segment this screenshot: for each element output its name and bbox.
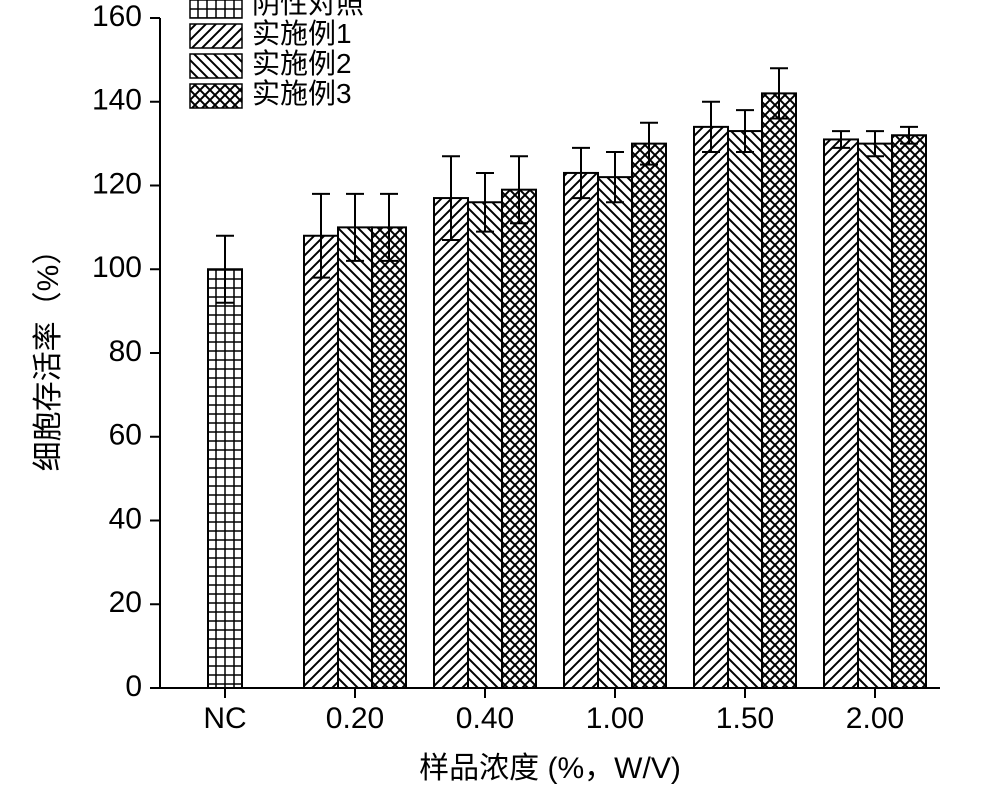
bar bbox=[824, 139, 858, 688]
bar bbox=[892, 135, 926, 688]
bar bbox=[434, 198, 468, 688]
bar bbox=[564, 173, 598, 688]
bar bbox=[632, 144, 666, 688]
x-tick-label: 1.50 bbox=[716, 702, 774, 735]
bar bbox=[598, 177, 632, 688]
x-tick-label: 0.40 bbox=[456, 702, 514, 735]
y-tick-label: 80 bbox=[109, 335, 142, 368]
y-tick-label: 140 bbox=[92, 84, 142, 117]
legend-label: 阴性对照 bbox=[252, 0, 364, 19]
legend-swatch bbox=[190, 84, 242, 108]
bar bbox=[728, 131, 762, 688]
y-tick-label: 40 bbox=[109, 502, 142, 535]
legend-label: 实施例1 bbox=[252, 18, 352, 49]
bar bbox=[304, 236, 338, 688]
y-tick-label: 0 bbox=[125, 670, 142, 703]
bar bbox=[468, 202, 502, 688]
bar bbox=[372, 227, 406, 688]
y-tick-label: 60 bbox=[109, 419, 142, 452]
bar bbox=[762, 93, 796, 688]
y-tick-label: 160 bbox=[92, 0, 142, 33]
bar bbox=[338, 227, 372, 688]
x-tick-label: NC bbox=[203, 702, 246, 735]
legend-label: 实施例3 bbox=[252, 78, 352, 109]
chart-container: 0 20 40 60 80 100 120 140 160 细胞存活率（%） NC 0.20 0.40 1… bbox=[0, 0, 1000, 806]
y-tick-label: 120 bbox=[92, 167, 142, 200]
bar bbox=[858, 144, 892, 688]
x-tick-label: 1.00 bbox=[586, 702, 644, 735]
x-tick-label: 0.20 bbox=[326, 702, 384, 735]
legend-swatch bbox=[190, 0, 242, 18]
y-tick-label: 20 bbox=[109, 586, 142, 619]
legend-label: 实施例2 bbox=[252, 48, 352, 79]
legend-swatch bbox=[190, 54, 242, 78]
bar bbox=[502, 190, 536, 688]
bar bbox=[694, 127, 728, 688]
y-tick-label: 100 bbox=[92, 251, 142, 284]
legend-swatch bbox=[190, 24, 242, 48]
y-axis-label: 细胞存活率（%） bbox=[32, 235, 65, 472]
x-axis-label: 样品浓度 (%，W/V) bbox=[419, 752, 681, 785]
x-tick-label: 2.00 bbox=[846, 702, 904, 735]
bar bbox=[208, 269, 242, 688]
